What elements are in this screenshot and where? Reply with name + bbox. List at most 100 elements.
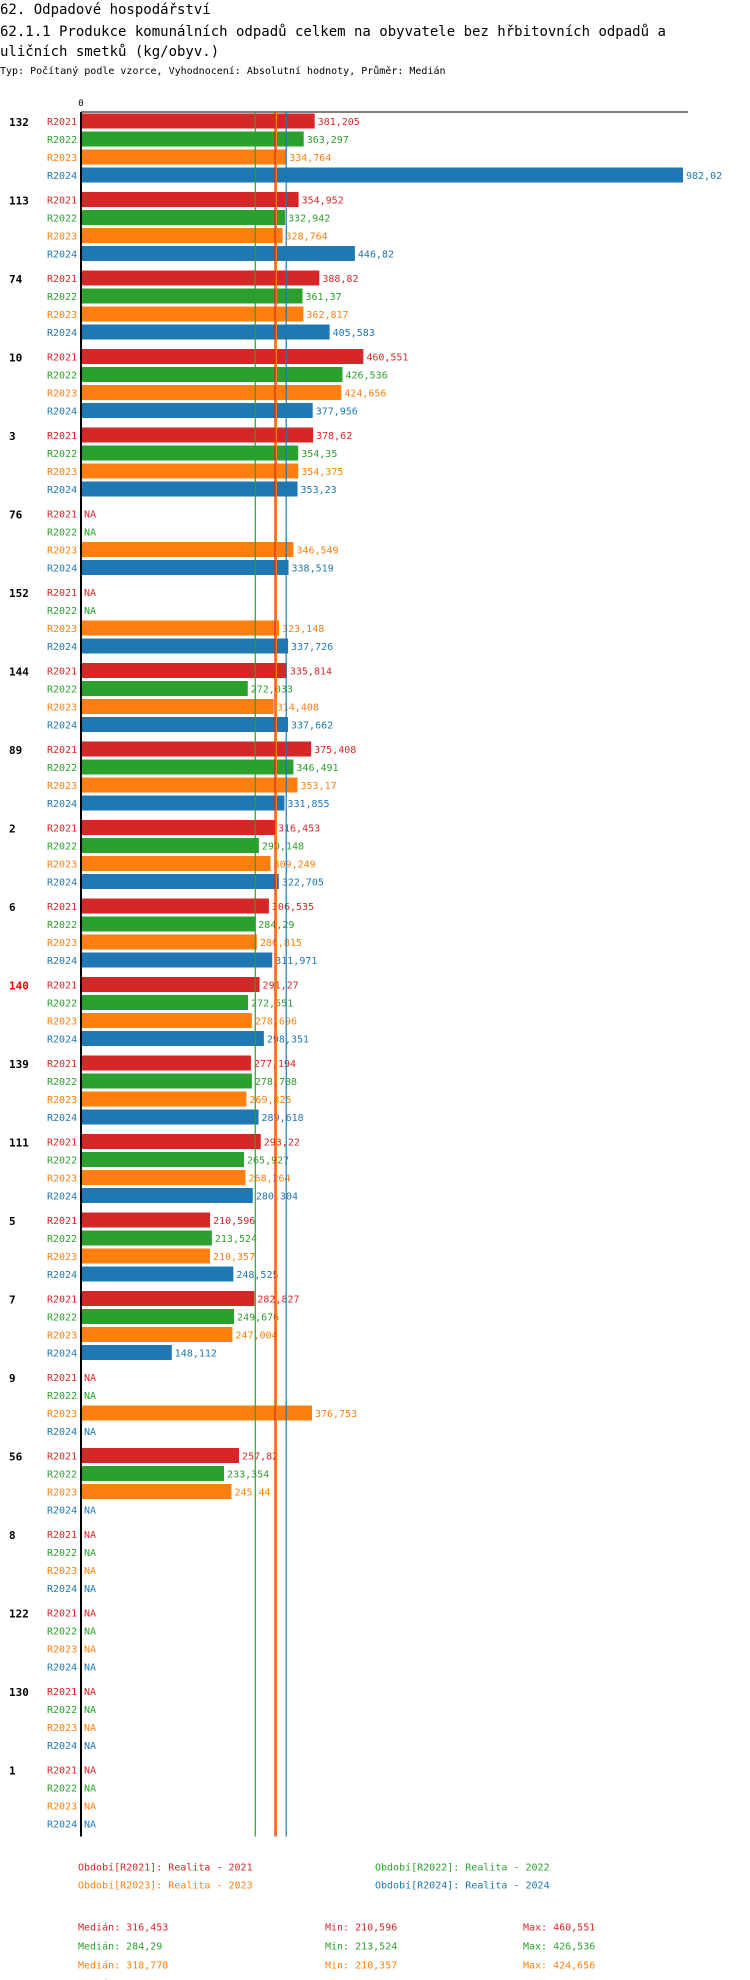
group-label: 122 bbox=[9, 1608, 29, 1621]
series-label-r2024: R2024 bbox=[47, 1113, 77, 1124]
value-label: 282,827 bbox=[257, 1295, 299, 1306]
legend-item-r2022: Období[R2022]: Realita - 2022 bbox=[375, 1862, 550, 1874]
series-label-r2021: R2021 bbox=[47, 1138, 77, 1149]
legend-item-r2024: Období[R2024]: Realita - 2024 bbox=[375, 1880, 550, 1892]
series-label-r2024: R2024 bbox=[47, 1820, 77, 1831]
bar-r2023 bbox=[81, 1405, 312, 1421]
na-label: NA bbox=[84, 1687, 96, 1698]
series-label-r2022: R2022 bbox=[47, 606, 77, 617]
na-label: NA bbox=[84, 1627, 96, 1638]
value-label: 338,519 bbox=[292, 564, 334, 575]
series-label-r2022: R2022 bbox=[47, 1705, 77, 1716]
bar-r2024 bbox=[81, 1109, 259, 1125]
bar-r2023 bbox=[81, 1091, 247, 1107]
group-label: 130 bbox=[9, 1686, 29, 1699]
na-label: NA bbox=[84, 1506, 96, 1517]
value-label: 311,971 bbox=[275, 956, 317, 967]
na-label: NA bbox=[84, 1427, 96, 1438]
bar-r2021 bbox=[81, 1448, 240, 1463]
bar-r2021 bbox=[81, 663, 287, 678]
series-label-r2023: R2023 bbox=[47, 389, 77, 400]
na-label: NA bbox=[84, 1548, 96, 1559]
bar-r2022 bbox=[81, 995, 249, 1010]
stat-median: Medián: 334,758 bbox=[78, 1979, 168, 1980]
value-label: 245,44 bbox=[234, 1488, 270, 1499]
group-label: 144 bbox=[9, 666, 29, 679]
bar-r2022 bbox=[81, 367, 343, 382]
value-label: 335,814 bbox=[290, 667, 332, 678]
series-label-r2023: R2023 bbox=[47, 1017, 77, 1028]
stat-min: Min: 210,357 bbox=[325, 1961, 397, 1972]
series-label-r2024: R2024 bbox=[47, 250, 77, 261]
value-label: 272,033 bbox=[251, 685, 293, 696]
bar-r2024 bbox=[81, 560, 289, 575]
value-label: 346,549 bbox=[296, 546, 338, 557]
bar-r2023 bbox=[81, 620, 280, 636]
bar-r2023 bbox=[81, 699, 274, 714]
series-label-r2022: R2022 bbox=[47, 1470, 77, 1481]
stat-median: Medián: 316,453 bbox=[78, 1922, 168, 1934]
legend-item-r2023: Období[R2023]: Realita - 2023 bbox=[78, 1880, 253, 1892]
series-label-r2021: R2021 bbox=[47, 1687, 77, 1698]
series-label-r2023: R2023 bbox=[47, 624, 77, 635]
bar-r2023 bbox=[81, 385, 342, 400]
bar-r2024 bbox=[81, 167, 683, 183]
series-label-r2022: R2022 bbox=[47, 449, 77, 460]
na-label: NA bbox=[84, 1373, 96, 1384]
value-label: 309,249 bbox=[274, 860, 316, 871]
bar-r2023 bbox=[81, 856, 271, 871]
series-label-r2024: R2024 bbox=[47, 407, 77, 418]
series-label-r2021: R2021 bbox=[47, 1766, 77, 1777]
series-label-r2021: R2021 bbox=[47, 274, 77, 285]
series-label-r2021: R2021 bbox=[47, 353, 77, 364]
bar-r2023 bbox=[81, 228, 283, 243]
series-label-r2024: R2024 bbox=[47, 564, 77, 575]
na-label: NA bbox=[84, 588, 96, 599]
series-label-r2021: R2021 bbox=[47, 745, 77, 756]
x-axis-zero-label: 0 bbox=[78, 99, 83, 109]
series-label-r2024: R2024 bbox=[47, 1663, 77, 1674]
na-label: NA bbox=[84, 528, 96, 539]
value-label: 346,491 bbox=[296, 763, 338, 774]
bar-r2024 bbox=[81, 246, 355, 261]
bar-r2021 bbox=[81, 1212, 211, 1228]
value-label: 446,82 bbox=[358, 250, 394, 261]
value-label: 426,536 bbox=[345, 371, 387, 382]
na-label: NA bbox=[84, 1391, 96, 1402]
value-label: 290,148 bbox=[262, 842, 304, 853]
bar-r2021 bbox=[81, 898, 269, 914]
series-label-r2021: R2021 bbox=[47, 1373, 77, 1384]
value-label: 362,817 bbox=[306, 310, 348, 321]
group-label: 89 bbox=[9, 744, 22, 757]
bar-r2022 bbox=[81, 916, 256, 932]
series-label-r2023: R2023 bbox=[47, 1409, 77, 1420]
bar-r2023 bbox=[81, 149, 287, 165]
bar-r2021 bbox=[81, 820, 275, 835]
group-label: 56 bbox=[9, 1451, 23, 1464]
bar-r2023 bbox=[81, 542, 294, 557]
group-label: 111 bbox=[9, 1137, 29, 1150]
series-label-r2024: R2024 bbox=[47, 485, 77, 496]
value-label: 247,004 bbox=[235, 1331, 277, 1342]
series-label-r2021: R2021 bbox=[47, 1609, 77, 1620]
value-label: 353,23 bbox=[301, 485, 337, 496]
stat-max: Max: 460,551 bbox=[523, 1923, 595, 1934]
series-label-r2022: R2022 bbox=[47, 1784, 77, 1795]
series-label-r2024: R2024 bbox=[47, 642, 77, 653]
bar-r2024 bbox=[81, 481, 298, 497]
bar-r2021 bbox=[81, 270, 320, 286]
group-label: 76 bbox=[9, 509, 23, 522]
series-label-r2022: R2022 bbox=[47, 1156, 77, 1167]
series-label-r2021: R2021 bbox=[47, 117, 77, 128]
series-label-r2024: R2024 bbox=[47, 1349, 77, 1360]
na-label: NA bbox=[84, 1766, 96, 1777]
series-label-r2024: R2024 bbox=[47, 1584, 77, 1595]
series-label-r2024: R2024 bbox=[47, 328, 77, 339]
bar-r2023 bbox=[81, 1013, 252, 1028]
bar-r2023 bbox=[81, 1170, 246, 1185]
series-label-r2023: R2023 bbox=[47, 310, 77, 321]
series-label-r2022: R2022 bbox=[47, 763, 77, 774]
value-label: 354,952 bbox=[302, 196, 344, 207]
bar-r2022 bbox=[81, 759, 294, 775]
value-label: 337,726 bbox=[291, 642, 333, 653]
